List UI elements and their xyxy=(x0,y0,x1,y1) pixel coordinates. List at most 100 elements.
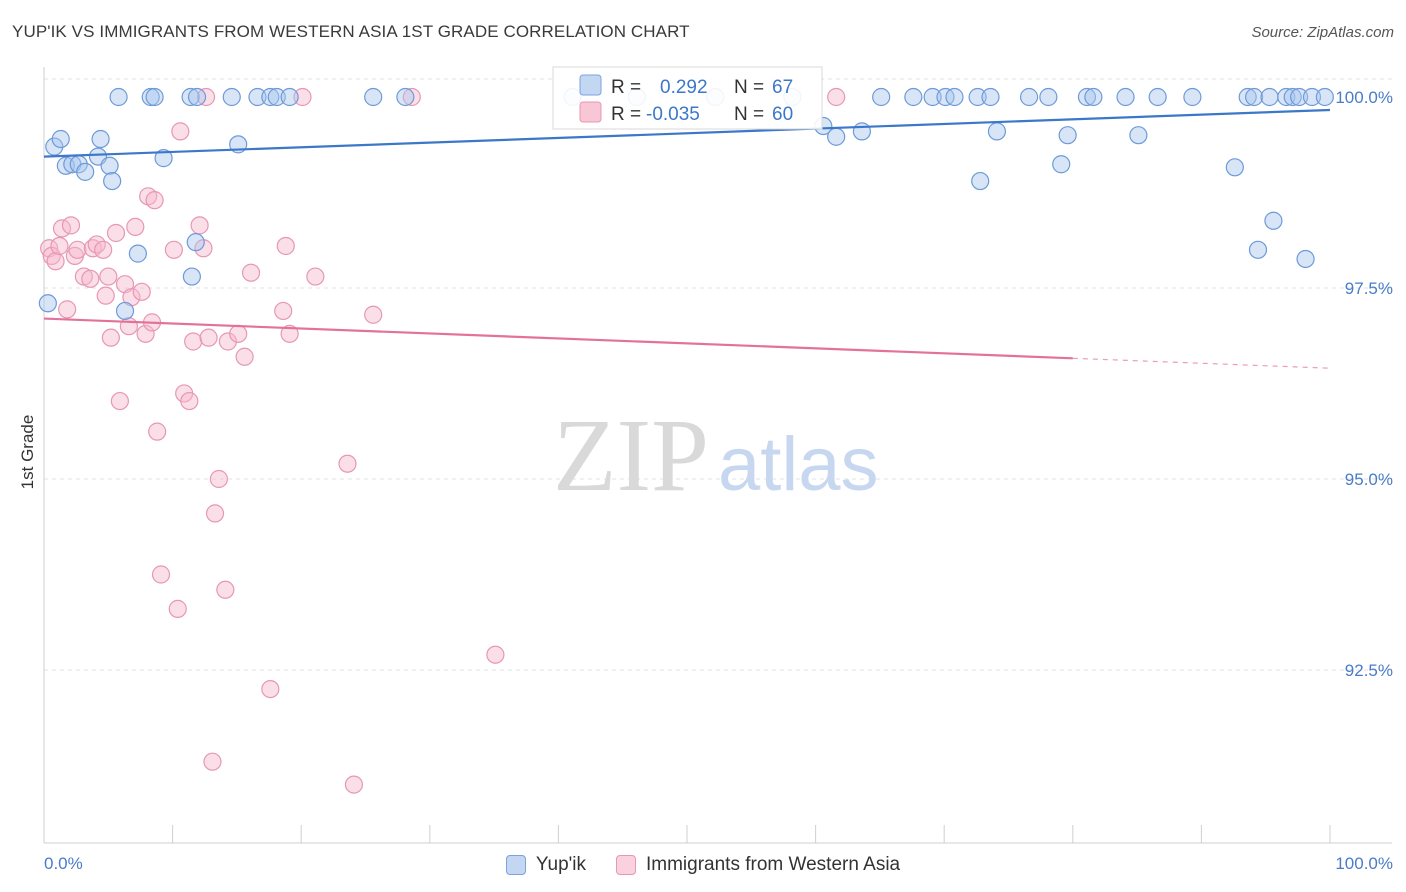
x-tick-labels: 0.0% 100.0% xyxy=(44,854,1393,873)
yupik-point-36 xyxy=(872,87,891,107)
yupik-point-6 xyxy=(76,162,95,181)
western-asia-point-17 xyxy=(106,223,126,243)
yupik-point-55 xyxy=(1225,158,1244,177)
watermark: ZIP atlas xyxy=(553,398,879,513)
x-tick-label-1: 100.0% xyxy=(1335,854,1393,873)
yupik-point-57 xyxy=(1245,87,1264,107)
yupik-point-11 xyxy=(115,301,135,321)
legend-r-value-2: -0.035 xyxy=(646,104,700,125)
source-label: Source: ZipAtlas.com xyxy=(1251,24,1394,41)
yupik-point-50 xyxy=(1084,87,1103,107)
yupik-point-27 xyxy=(364,87,383,107)
western-asia-point-29 xyxy=(151,565,171,584)
chart-title: YUP'IK VS IMMIGRANTS FROM WESTERN ASIA 1… xyxy=(12,22,690,41)
western-asia-point-55 xyxy=(364,305,383,324)
western-asia-point-16 xyxy=(101,328,120,347)
legend-swatch-western-asia-bottom xyxy=(616,855,636,875)
y-tick-label-2: 95.0% xyxy=(1345,470,1393,489)
yupik-point-61 xyxy=(1277,87,1296,107)
western-asia-point-36 xyxy=(190,216,209,235)
yupik-point-14 xyxy=(182,267,201,286)
western-asia-point-53 xyxy=(338,454,357,473)
yupik-point-38 xyxy=(923,87,942,107)
legend-swatch-yupik xyxy=(579,74,602,96)
yupik-point-43 xyxy=(971,171,990,191)
western-asia-point-44 xyxy=(229,324,248,343)
yupik-point-24 xyxy=(261,87,280,107)
yupik-point-45 xyxy=(1019,87,1039,107)
legend-swatch-yupik-bottom xyxy=(505,855,526,875)
yupik-point-13 xyxy=(154,149,173,168)
legend-label-yupik: Yup'ik xyxy=(535,854,586,875)
western-asia-point-54 xyxy=(344,775,364,794)
y-tick-labels: 100.0% 97.5% 95.0% 92.5% xyxy=(1335,88,1393,680)
legend-n-label-2: N = xyxy=(734,104,764,125)
stats-legend: R = 0.292 N = 67 R = -0.035 N = 60 xyxy=(552,66,823,130)
yupik-point-35 xyxy=(852,122,871,141)
y-tick-label-0: 100.0% xyxy=(1335,88,1393,107)
watermark-zip: ZIP xyxy=(553,398,709,513)
yupik-point-26 xyxy=(280,87,299,107)
western-asia-point-42 xyxy=(216,580,235,599)
yupik-point-21 xyxy=(187,87,207,107)
series-western-asia-points xyxy=(40,87,846,794)
series-legend: Yup'ik Immigrants from Western Asia xyxy=(0,852,1406,878)
western-asia-point-2 xyxy=(46,252,65,271)
legend-item-western-asia: Immigrants from Western Asia xyxy=(616,854,900,876)
y-tick-label-1: 97.5% xyxy=(1345,279,1393,298)
yupik-point-60 xyxy=(1264,211,1283,230)
yupik-point-40 xyxy=(945,87,964,107)
yupik-point-37 xyxy=(904,87,923,107)
yupik-point-9 xyxy=(100,156,119,175)
watermark-atlas: atlas xyxy=(718,422,879,507)
yupik-point-0 xyxy=(38,294,57,313)
yupik-point-20 xyxy=(181,87,200,107)
yupik-point-12 xyxy=(128,244,147,263)
yupik-point-8 xyxy=(91,129,110,149)
yupik-point-63 xyxy=(1290,87,1309,107)
yupik-point-2 xyxy=(51,129,70,149)
legend-r-value-1: 0.292 xyxy=(660,77,708,98)
yupik-point-65 xyxy=(1302,87,1322,107)
western-asia-point-52 xyxy=(306,267,325,286)
yupik-point-53 xyxy=(1148,87,1167,107)
legend-n-value-1: 67 xyxy=(772,77,793,98)
yupik-point-34 xyxy=(827,127,846,146)
western-asia-point-32 xyxy=(171,122,190,141)
yupik-point-59 xyxy=(1260,87,1279,107)
axes xyxy=(43,67,1392,844)
yupik-point-42 xyxy=(981,87,1000,107)
yupik-point-46 xyxy=(1039,87,1058,107)
western-asia-point-40 xyxy=(205,504,225,523)
western-asia-point-8 xyxy=(68,240,87,259)
yupik-point-18 xyxy=(141,87,160,107)
western-asia-point-30 xyxy=(164,240,183,259)
western-asia-point-15 xyxy=(99,267,118,286)
western-asia-point-47 xyxy=(261,679,280,699)
western-asia-point-57 xyxy=(486,645,505,664)
yupik-point-41 xyxy=(968,87,987,107)
western-asia-point-23 xyxy=(132,282,151,301)
yupik-point-28 xyxy=(396,87,415,107)
western-asia-point-6 xyxy=(61,216,81,235)
western-asia-point-18 xyxy=(110,391,129,411)
legend-n-value-2: 60 xyxy=(772,104,793,125)
yupik-point-44 xyxy=(987,122,1007,141)
yupik-point-25 xyxy=(267,87,286,107)
legend-item-yupik: Yup'ik xyxy=(505,854,586,876)
yupik-point-17 xyxy=(109,87,128,107)
yupik-point-22 xyxy=(222,87,241,107)
legend-label-western-asia: Immigrants from Western Asia xyxy=(646,854,901,875)
western-asia-point-20 xyxy=(119,317,138,336)
western-asia-point-43 xyxy=(218,332,237,351)
western-asia-point-39 xyxy=(203,752,222,771)
yupik-point-64 xyxy=(1296,249,1315,269)
western-asia-point-5 xyxy=(58,300,77,319)
western-asia-point-56 xyxy=(402,87,421,107)
x-tick-label-0: 0.0% xyxy=(44,854,83,873)
yupik-point-10 xyxy=(103,171,122,191)
western-asia-point-50 xyxy=(280,324,299,343)
western-asia-point-34 xyxy=(180,391,199,411)
western-asia-trend-line-dashed xyxy=(1072,357,1331,369)
yupik-point-56 xyxy=(1238,87,1257,107)
